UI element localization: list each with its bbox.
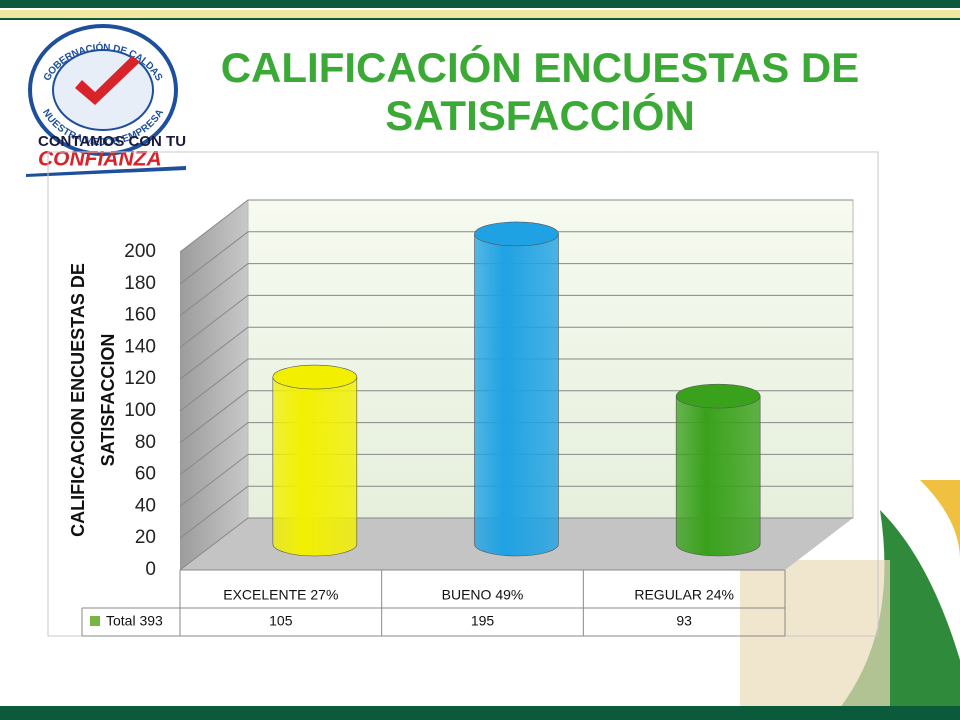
bar-body — [474, 233, 559, 557]
y-tick-label: 80 — [135, 432, 156, 453]
grid-line — [179, 263, 853, 316]
bottom-band — [0, 706, 960, 720]
building — [740, 560, 890, 710]
slide-title: CALIFICACIÓN ENCUESTAS DE SATISFACCIÓN — [220, 44, 860, 139]
grid-line — [179, 358, 853, 412]
grid-line — [179, 485, 853, 539]
bar-top — [272, 364, 358, 390]
bar — [272, 364, 358, 557]
legend-swatch — [90, 616, 100, 626]
y-tick-label: 160 — [124, 305, 156, 326]
bar-body — [675, 395, 761, 557]
logo-check — [75, 56, 140, 105]
grid-line — [179, 453, 853, 507]
x-tick-label: BUENO 49% — [442, 587, 524, 603]
grid-line — [179, 294, 853, 348]
top-stripe — [0, 10, 960, 18]
bar — [474, 221, 559, 557]
swoosh — [830, 510, 960, 720]
legend-label: Total 393 — [106, 613, 163, 629]
y-tick-label: 20 — [135, 527, 156, 548]
table-value: 105 — [269, 613, 293, 629]
top-line — [0, 18, 960, 20]
bar — [675, 383, 761, 557]
grid-line — [179, 390, 853, 444]
top-band — [0, 0, 960, 8]
y-tick-label: 120 — [124, 368, 156, 389]
grid-line — [179, 326, 853, 380]
table-value: 195 — [471, 613, 495, 629]
bar-body — [272, 376, 358, 557]
y-tick-label: 200 — [124, 241, 156, 262]
swoosh — [920, 480, 960, 560]
x-tick-label: REGULAR 24% — [634, 587, 734, 603]
motto-top: CONTAMOS CON TU — [38, 133, 186, 150]
y-tick-label: 40 — [135, 495, 156, 516]
grid-line — [179, 422, 853, 475]
grid-line — [179, 517, 853, 571]
y-tick-label: 180 — [124, 273, 156, 294]
y-tick-label: 0 — [145, 559, 156, 580]
bar-top — [675, 383, 761, 409]
grid-line — [179, 231, 853, 285]
motto-bottom: CONFIANZA — [38, 148, 162, 171]
x-tick-label: EXCELENTE 27% — [223, 587, 338, 603]
table-value: 93 — [676, 613, 692, 629]
y-axis-title: CALIFICACION ENCUESTAS DE SATISFACCION — [68, 263, 118, 537]
grid-line — [179, 199, 853, 253]
y-tick-label: 60 — [135, 464, 156, 485]
y-tick-label: 140 — [124, 336, 156, 357]
bar-top — [474, 221, 559, 247]
logo-underline — [26, 166, 186, 177]
y-tick-label: 100 — [124, 400, 156, 421]
